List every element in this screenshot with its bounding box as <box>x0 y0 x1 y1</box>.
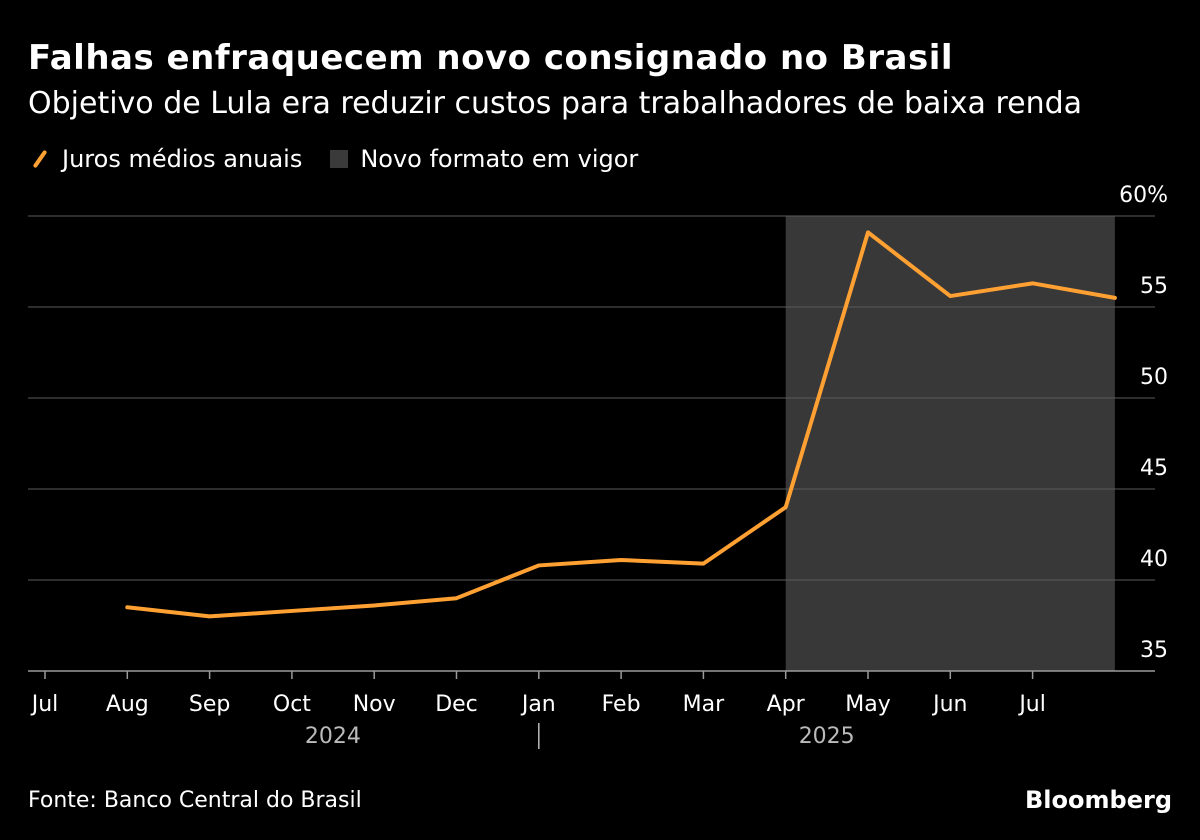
chart-subtitle: Objetivo de Lula era reduzir custos para… <box>28 86 1083 121</box>
x-tick-label: May <box>845 692 890 717</box>
shaded-region <box>785 216 1115 671</box>
x-tick-label: Aug <box>106 692 149 717</box>
legend-item-line: Juros médios anuais <box>28 145 302 173</box>
legend-line-label: Juros médios anuais <box>62 145 303 173</box>
source-note: Fonte: Banco Central do Brasil <box>28 788 362 813</box>
x-tick-label: Jun <box>931 692 967 717</box>
x-tick-label: Dec <box>435 692 478 717</box>
y-tick-label: 50 <box>1140 365 1168 390</box>
x-tick-label: Jul <box>1017 692 1046 717</box>
line-chart: 35 40 45 50 55 60% Jul Aug Sep Oct Nov Dec Jan Feb Ma… <box>28 183 1168 749</box>
x-tick-label: Sep <box>189 692 230 717</box>
y-tick-label: 40 <box>1140 547 1168 572</box>
x-tick-label: Feb <box>602 692 641 717</box>
chart-title: Falhas enfraquecem novo consignado no Br… <box>28 38 954 78</box>
x-tick-label: Nov <box>353 692 396 717</box>
y-tick-label: 45 <box>1140 456 1168 481</box>
x-tick-label: Jul <box>30 692 59 717</box>
legend-shade-swatch-icon <box>330 150 349 168</box>
chart-legend: Juros médios anuais Novo formato em vigo… <box>28 145 652 173</box>
x-year-label: 2024 <box>305 724 361 749</box>
shade-layer <box>785 216 1115 671</box>
y-tick-label: 60% <box>1119 183 1168 208</box>
x-tick-label: Mar <box>683 692 725 717</box>
y-tick-label: 55 <box>1140 274 1168 299</box>
legend-item-shade: Novo formato em vigor <box>330 145 638 173</box>
x-year-label: 2025 <box>799 724 855 749</box>
y-tick-label: 35 <box>1140 638 1168 663</box>
grid-layer: 35 40 45 50 55 60% <box>28 183 1168 672</box>
brand-logo: Bloomberg <box>1025 786 1172 814</box>
legend-shade-label: Novo formato em vigor <box>360 145 639 173</box>
x-tick-label: Jan <box>520 692 556 717</box>
line-layer <box>125 230 1117 619</box>
x-tick-label: Apr <box>767 692 806 717</box>
x-tick-label: Oct <box>273 692 311 717</box>
axis-layer: Jul Aug Sep Oct Nov Dec Jan Feb Mar Apr May Jun Jul 2… <box>30 671 1046 749</box>
